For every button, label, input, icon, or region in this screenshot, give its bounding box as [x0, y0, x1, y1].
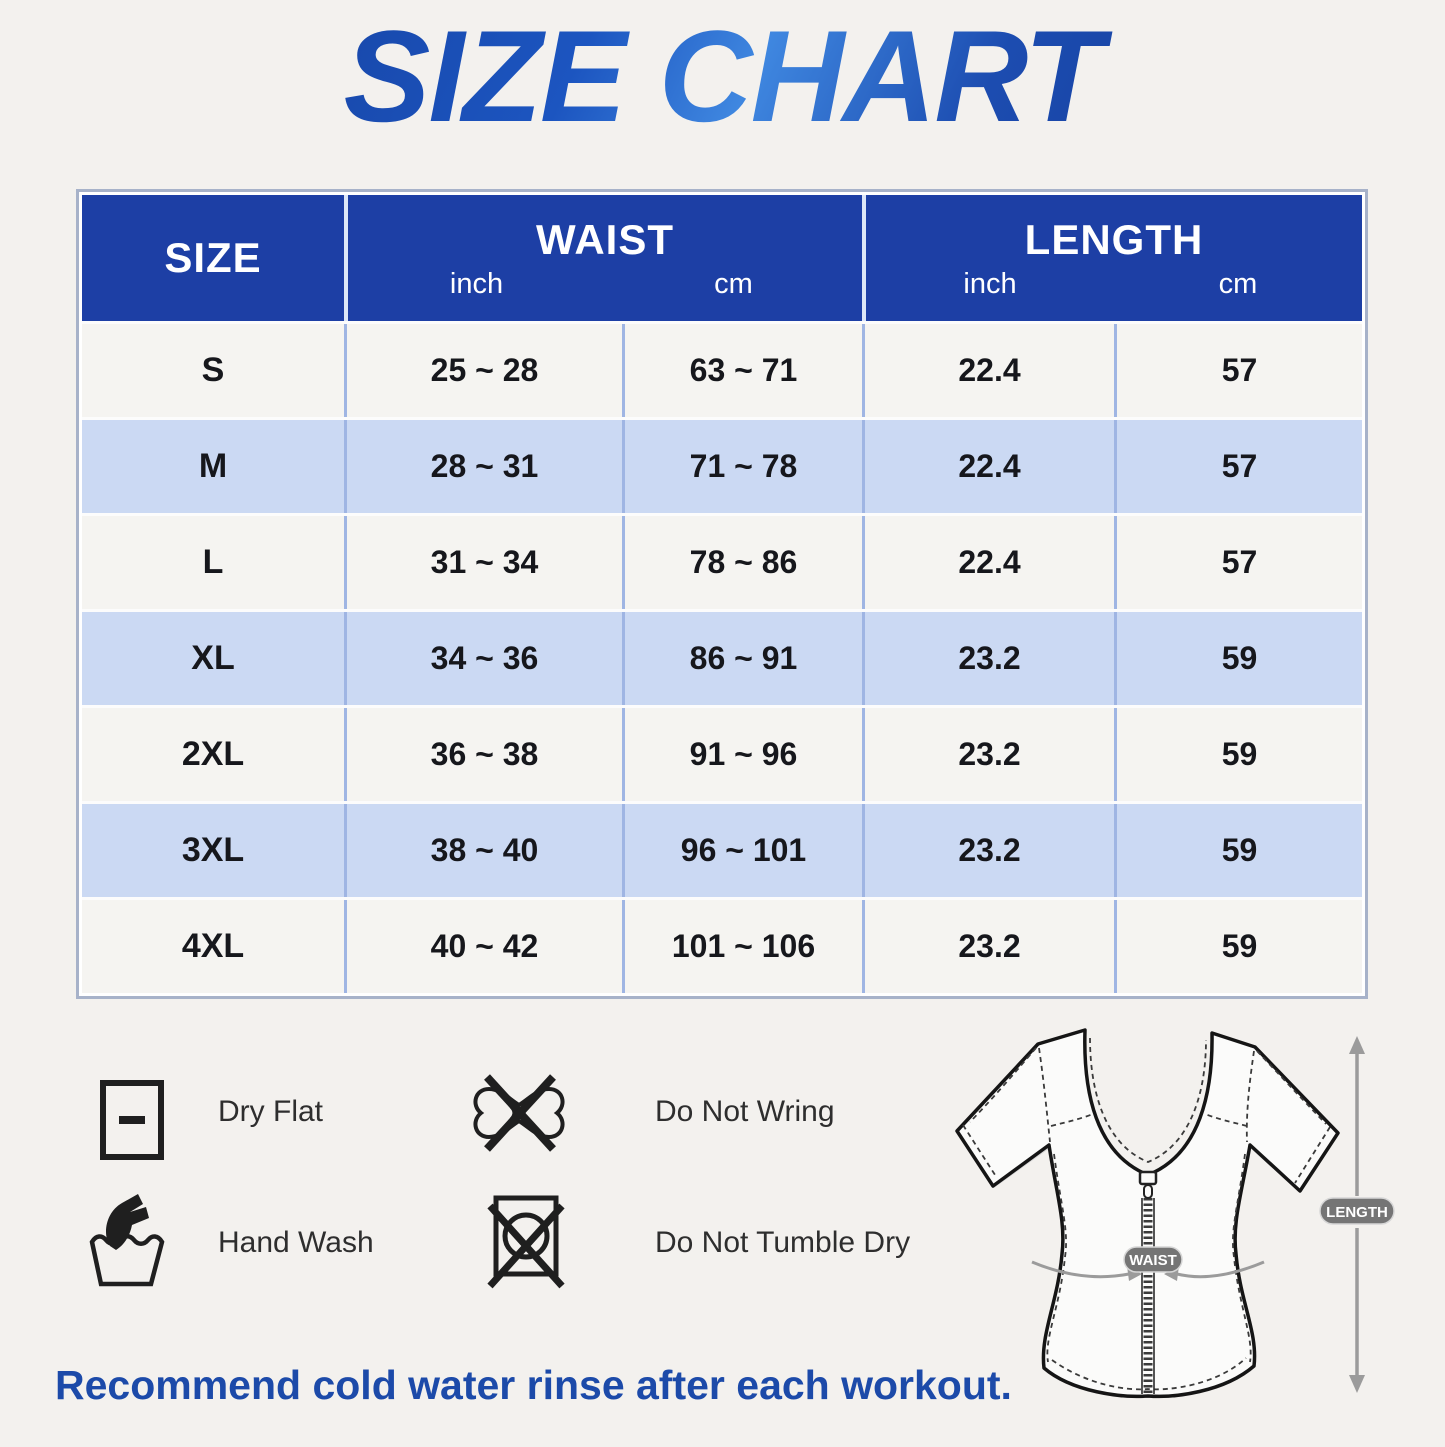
- garment-outline: [955, 1028, 1340, 1399]
- hand-wash-icon: [80, 1190, 180, 1295]
- length-cm-value: 59: [1114, 612, 1362, 705]
- length-cm-value: 57: [1114, 324, 1362, 417]
- waist-cm-value: 63 ~ 71: [622, 324, 862, 417]
- header-cell-size: SIZE: [82, 195, 344, 321]
- care-label-dry-flat: Dry Flat: [218, 1095, 323, 1128]
- size-table: SIZE WAIST inch cm LENGTH inch cm S 25 ~…: [76, 189, 1368, 999]
- do-not-wring-icon: [466, 1070, 572, 1161]
- length-badge-label: LENGTH: [1326, 1204, 1388, 1221]
- waist-inch-value: 36 ~ 38: [344, 708, 622, 801]
- header-cell-length: LENGTH inch cm: [862, 195, 1362, 321]
- waist-cm-value: 91 ~ 96: [622, 708, 862, 801]
- waist-unit-inch: inch: [449, 267, 504, 300]
- table-row-s: S 25 ~ 28 63 ~ 71 22.4 57: [82, 321, 1362, 417]
- header-waist-label: WAIST: [536, 215, 674, 263]
- waist-inch-value: 31 ~ 34: [344, 516, 622, 609]
- waist-inch-value: 40 ~ 42: [344, 900, 622, 993]
- length-unit-cm: cm: [1218, 267, 1258, 300]
- seam-lines: [962, 1037, 1331, 1391]
- header-length-label: LENGTH: [1024, 215, 1204, 263]
- waist-cm-value: 96 ~ 101: [622, 804, 862, 897]
- size-value: 4XL: [181, 927, 245, 965]
- size-value: L: [202, 543, 224, 581]
- length-badge: LENGTH: [1319, 1197, 1395, 1225]
- size-value: 3XL: [181, 831, 245, 869]
- table-header-row: SIZE WAIST inch cm LENGTH inch cm: [82, 195, 1362, 321]
- length-arrow: [1349, 1036, 1365, 1393]
- garment-diagram: WAIST LENGTH: [932, 1002, 1445, 1447]
- waist-inch-value: 28 ~ 31: [344, 420, 622, 513]
- care-label-hand-wash: Hand Wash: [218, 1226, 374, 1259]
- size-value: XL: [191, 639, 235, 677]
- table-row-m: M 28 ~ 31 71 ~ 78 22.4 57: [82, 417, 1362, 513]
- table-row-xl: XL 34 ~ 36 86 ~ 91 23.2 59: [82, 609, 1362, 705]
- length-cm-value: 57: [1114, 420, 1362, 513]
- length-cm-value: 59: [1114, 900, 1362, 993]
- length-inch-value: 23.2: [862, 804, 1114, 897]
- length-inch-value: 22.4: [862, 420, 1114, 513]
- waist-unit-cm: cm: [714, 267, 753, 300]
- table-row-4xl: 4XL 40 ~ 42 101 ~ 106 23.2 59: [82, 897, 1362, 993]
- waist-cm-value: 78 ~ 86: [622, 516, 862, 609]
- length-inch-value: 22.4: [862, 324, 1114, 417]
- header-size-label: SIZE: [164, 234, 262, 281]
- table-row-3xl: 3XL 38 ~ 40 96 ~ 101 23.2 59: [82, 801, 1362, 897]
- waist-inch-value: 38 ~ 40: [344, 804, 622, 897]
- table-body: S 25 ~ 28 63 ~ 71 22.4 57 M 28 ~ 31 71 ~…: [82, 321, 1362, 993]
- care-label-do-not-wring: Do Not Wring: [655, 1095, 835, 1128]
- table-row-l: L 31 ~ 34 78 ~ 86 22.4 57: [82, 513, 1362, 609]
- waist-cm-value: 101 ~ 106: [622, 900, 862, 993]
- length-cm-value: 57: [1114, 516, 1362, 609]
- length-unit-inch: inch: [963, 267, 1017, 300]
- do-not-tumble-dry-icon: [482, 1182, 570, 1299]
- size-value: S: [201, 351, 225, 389]
- size-value: M: [198, 447, 228, 485]
- footer-note: Recommend cold water rinse after each wo…: [55, 1362, 1012, 1408]
- page-title: SIZE CHART: [0, 6, 1445, 147]
- header-cell-waist: WAIST inch cm: [344, 195, 862, 321]
- length-inch-value: 23.2: [862, 708, 1114, 801]
- waist-cm-value: 71 ~ 78: [622, 420, 862, 513]
- care-label-do-not-tumble-dry: Do Not Tumble Dry: [655, 1226, 911, 1259]
- waist-inch-value: 25 ~ 28: [344, 324, 622, 417]
- zipper-pull: [1138, 1170, 1158, 1186]
- length-inch-value: 22.4: [862, 516, 1114, 609]
- length-cm-value: 59: [1114, 804, 1362, 897]
- waist-cm-value: 86 ~ 91: [622, 612, 862, 705]
- dry-flat-icon: [98, 1078, 166, 1167]
- length-inch-value: 23.2: [862, 612, 1114, 705]
- table-row-2xl: 2XL 36 ~ 38 91 ~ 96 23.2 59: [82, 705, 1362, 801]
- length-cm-value: 59: [1114, 708, 1362, 801]
- waist-badge: WAIST: [1123, 1246, 1183, 1273]
- length-inch-value: 23.2: [862, 900, 1114, 993]
- zipper: [1138, 1170, 1158, 1394]
- waist-inch-value: 34 ~ 36: [344, 612, 622, 705]
- size-value: 2XL: [181, 735, 245, 773]
- waist-badge-label: WAIST: [1129, 1252, 1177, 1269]
